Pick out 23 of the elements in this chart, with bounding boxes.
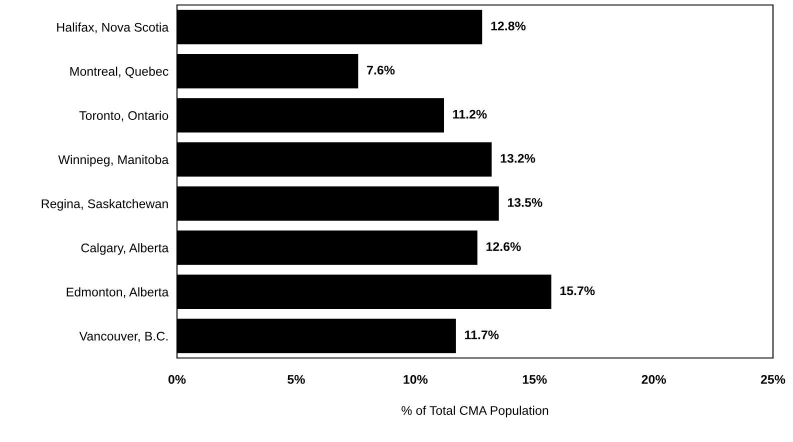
y-tick-label: Regina, Saskatchewan [42, 199, 168, 211]
x-tick-label: 5% [288, 375, 305, 384]
x-tick-label: 15% [522, 375, 547, 384]
data-label: 13.5% [508, 198, 542, 207]
data-label: 13.2% [500, 154, 536, 163]
y-tick-label: Toronto, Ontario [79, 110, 168, 122]
x-tick-label: 20% [642, 374, 666, 384]
y-tick-label: Winnipeg, Manitoba [58, 154, 169, 167]
data-label: 11.2% [453, 110, 487, 119]
y-tick-label: Montreal, Quebec [70, 66, 168, 78]
data-label: 11.7% [465, 330, 499, 340]
y-tick-label: Halifax, Nova Scotia [57, 22, 169, 34]
data-label: 12.8% [491, 22, 526, 30]
data-label: 15.7% [560, 286, 595, 296]
y-tick-label: Vancouver, B.C. [79, 332, 168, 342]
data-label: 7.6% [367, 66, 395, 75]
data-label: 12.6% [486, 242, 521, 252]
x-tick-label: 10% [404, 374, 428, 384]
x-axis-title: % of Total CMA Population [402, 406, 548, 418]
x-tick-label: 0% [168, 374, 186, 384]
x-tick-label: 25% [760, 374, 786, 384]
y-tick-label: Edmonton, Alberta [66, 287, 169, 298]
y-tick-label: Calgary, Alberta [81, 243, 169, 255]
